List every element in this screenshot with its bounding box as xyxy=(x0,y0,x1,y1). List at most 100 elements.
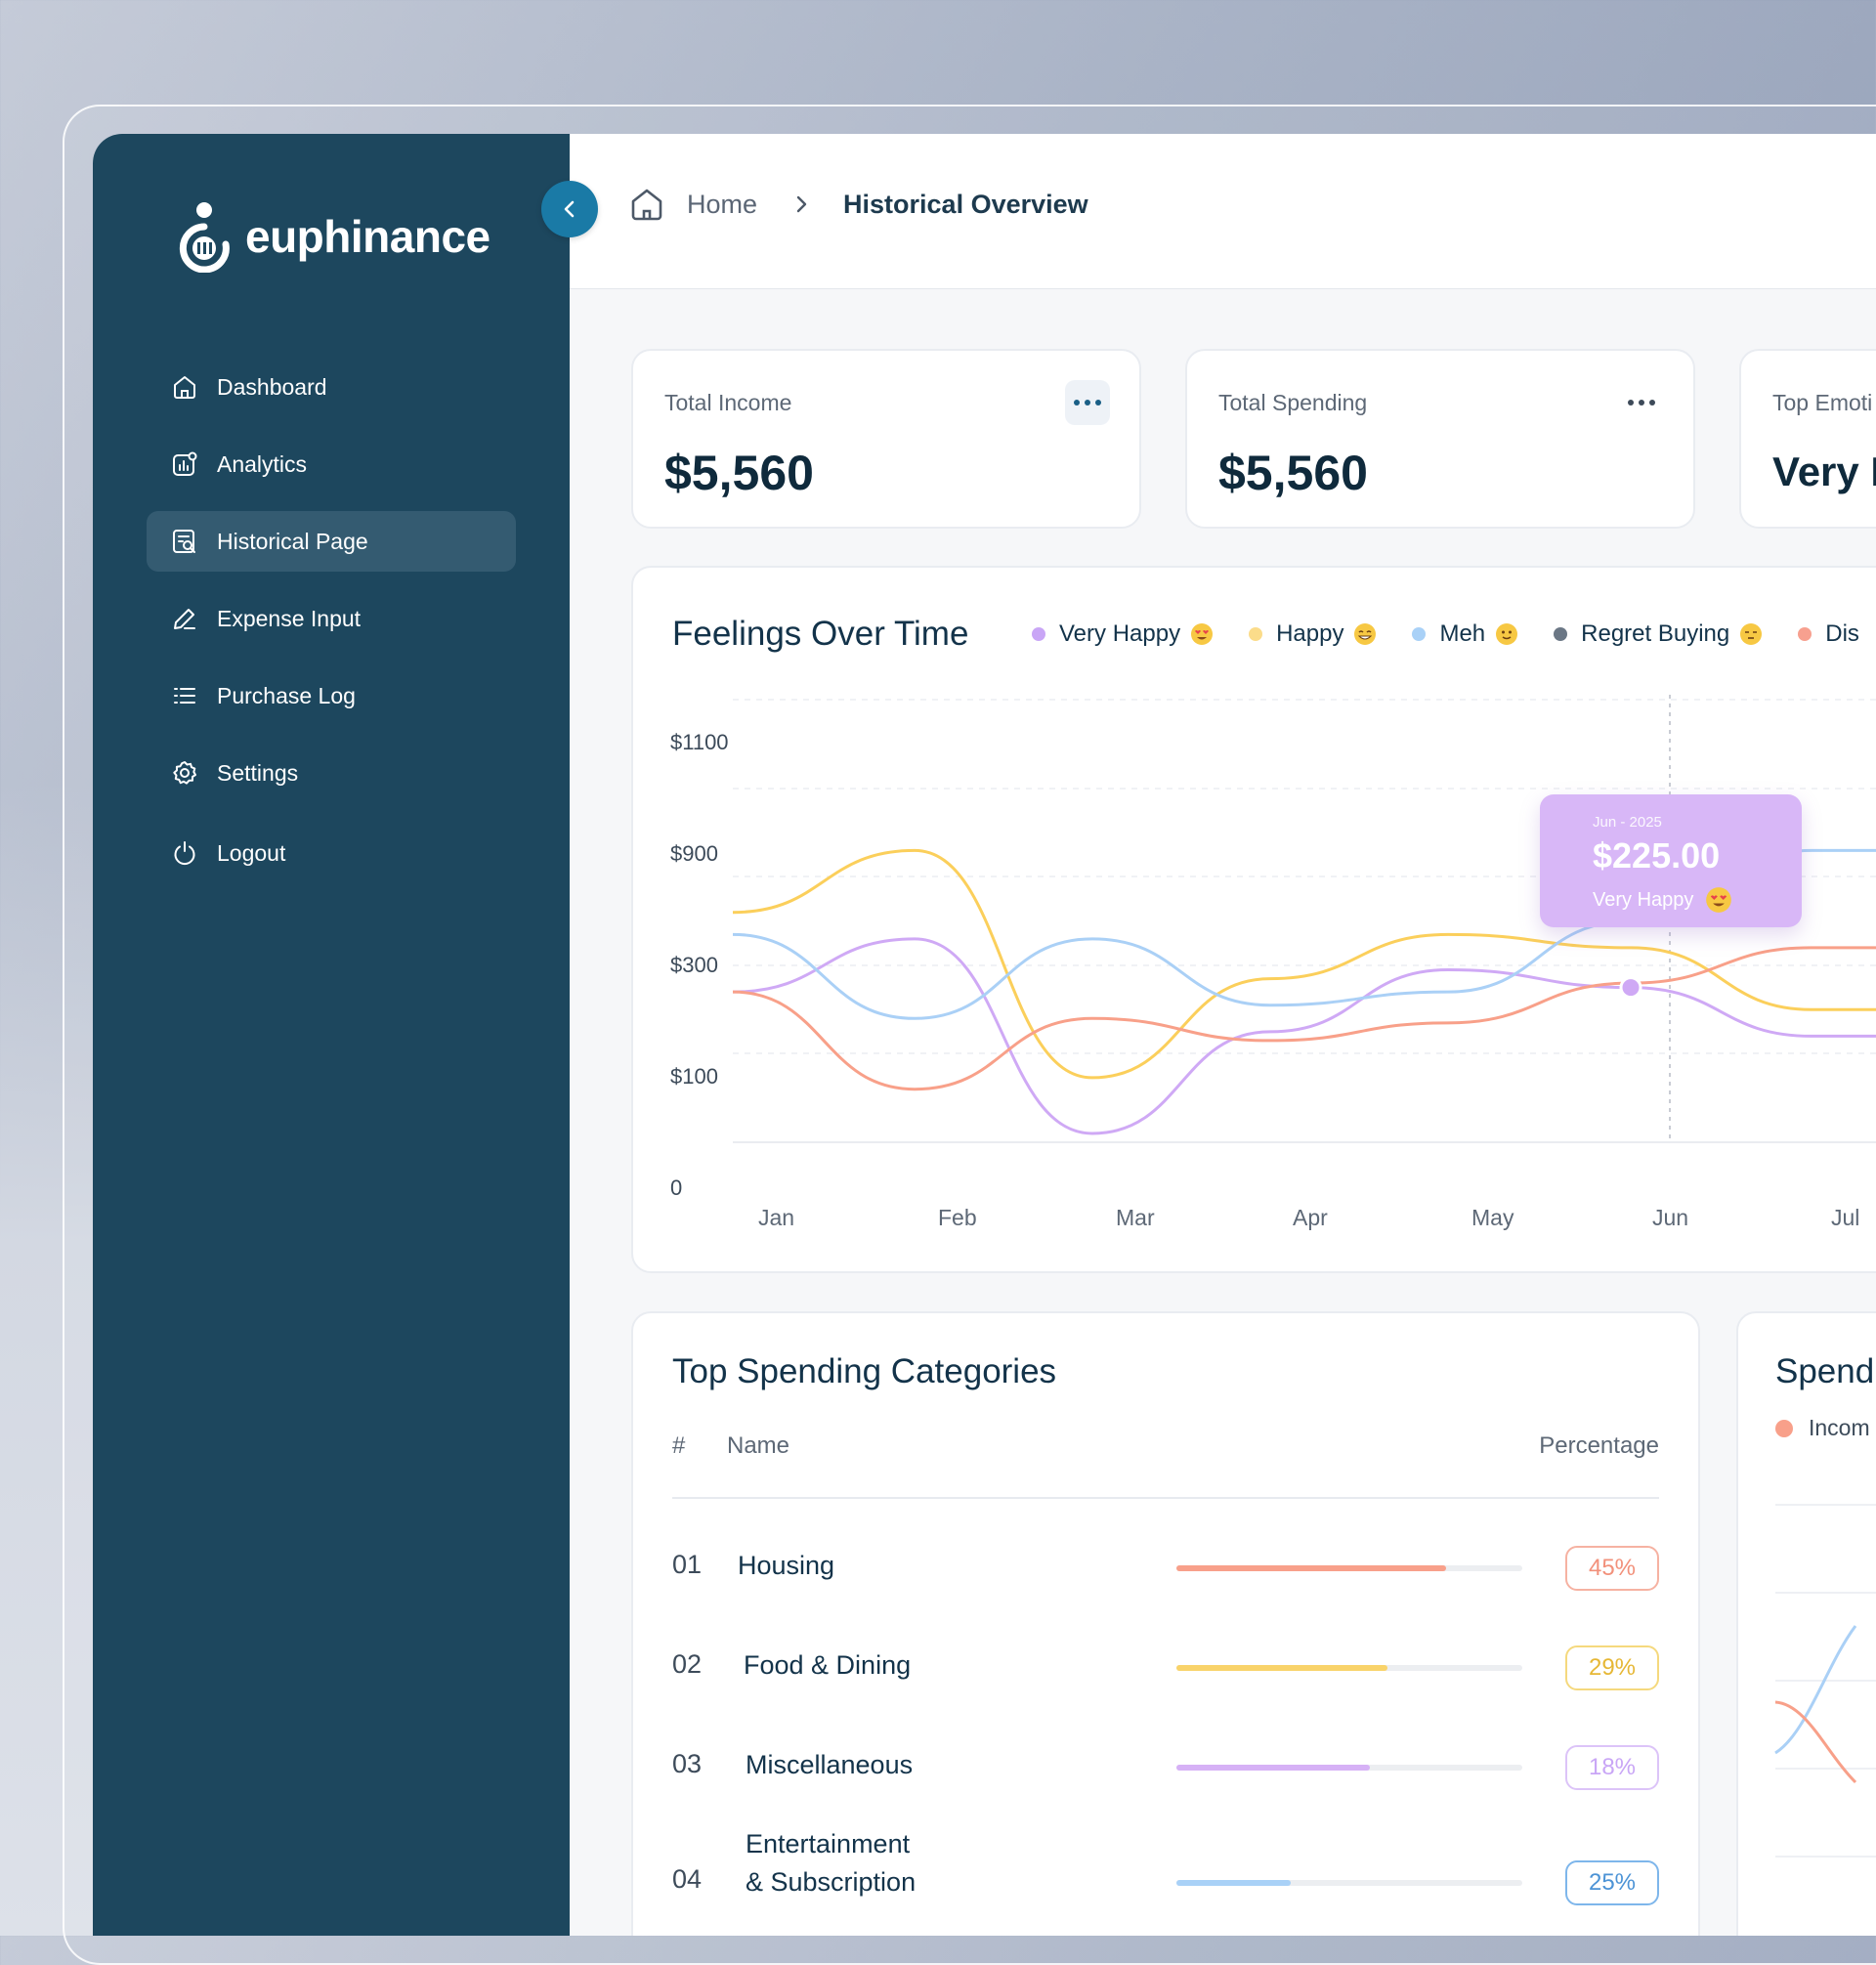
legend-label: Regret Buying xyxy=(1581,620,1730,647)
sidebar-item-label: Historical Page xyxy=(217,528,368,554)
stat-label: Top Emoti xyxy=(1772,390,1873,415)
legend-dot xyxy=(1032,627,1045,641)
legend-label: Dis xyxy=(1825,620,1859,647)
row-name-line-2: & Subscription xyxy=(746,1867,917,1897)
legend-item-meh[interactable]: Meh xyxy=(1412,620,1518,648)
tooltip-date: Jun - 2025 xyxy=(1593,814,1662,831)
sidebar: euphinance Dashboard Analytics Historica… xyxy=(93,134,570,1936)
sidebar-nav: Dashboard Analytics Historical Page Expe… xyxy=(147,357,516,900)
list-icon xyxy=(170,681,199,710)
legend-item-very-happy[interactable]: Very Happy xyxy=(1032,620,1214,648)
table-row[interactable]: 01 Housing 45% xyxy=(633,1532,1698,1610)
feelings-line-chart xyxy=(732,695,1876,1143)
row-number: 01 xyxy=(672,1550,703,1579)
legend-item-regret-buying[interactable]: Regret Buying xyxy=(1554,620,1763,648)
stat-value: $5,560 xyxy=(1218,446,1368,500)
stat-card-top-emotion: Top Emoti Very H xyxy=(1739,349,1876,529)
legend-label: Happy xyxy=(1276,620,1344,647)
row-number: 02 xyxy=(672,1649,703,1679)
chevron-left-icon xyxy=(564,200,575,218)
breadcrumb-home[interactable]: Home xyxy=(687,189,758,219)
brand-logo[interactable]: euphinance xyxy=(177,200,490,273)
heart-eyes-emoji-icon xyxy=(1191,623,1214,645)
progress-bar xyxy=(1176,1565,1522,1571)
table-row[interactable]: 02 Food & Dining 29% xyxy=(633,1632,1698,1710)
x-tick-label: Feb xyxy=(938,1205,977,1230)
more-dots-icon xyxy=(1074,400,1101,406)
sidebar-item-purchase-log[interactable]: Purchase Log xyxy=(147,665,516,726)
series-line-dis xyxy=(732,946,1876,1091)
home-icon xyxy=(170,372,199,402)
series-line-very-happy xyxy=(732,937,1876,1135)
history-icon xyxy=(170,527,199,556)
progress-bar xyxy=(1176,1880,1522,1886)
stat-label: Total Spending xyxy=(1218,390,1368,415)
collapse-sidebar-button[interactable] xyxy=(541,181,598,237)
top-spending-categories-card: Top Spending Categories # Name Percentag… xyxy=(631,1311,1700,1936)
more-dots-icon xyxy=(1628,400,1655,406)
income-series-line xyxy=(1774,1700,1857,1784)
percentage-badge: 25% xyxy=(1565,1860,1659,1905)
progress-bar xyxy=(1176,1665,1522,1671)
section-title: Spend xyxy=(1775,1352,1875,1390)
home-icon[interactable] xyxy=(628,186,665,223)
x-tick-label: Jun xyxy=(1652,1205,1689,1230)
table-row[interactable]: 03 Miscellaneous 18% xyxy=(633,1731,1698,1810)
sidebar-item-logout[interactable]: Logout xyxy=(147,823,516,883)
chart-tooltip: Jun - 2025 $225.00 Very Happy xyxy=(1540,794,1802,927)
sidebar-item-dashboard[interactable]: Dashboard xyxy=(147,357,516,417)
highlight-point[interactable] xyxy=(1619,976,1642,1000)
spending-series-line xyxy=(1774,1625,1857,1755)
progress-bar xyxy=(1176,1765,1522,1771)
stat-card-total-spending: Total Spending $5,560 xyxy=(1185,349,1695,529)
page-title: Historical Overview xyxy=(843,189,1088,219)
chart-legend: Very Happy Happy Meh Regret Buying Dis xyxy=(1032,620,1876,648)
x-tick-label: Jul xyxy=(1831,1205,1860,1230)
logo-icon xyxy=(179,202,230,273)
sidebar-item-label: Logout xyxy=(217,839,286,866)
spending-chart-card: Spend Incom xyxy=(1736,1311,1876,1936)
y-tick-label: $100 xyxy=(670,1064,718,1089)
sidebar-item-label: Purchase Log xyxy=(217,682,356,708)
legend-dot xyxy=(1412,627,1427,641)
x-tick-label: Apr xyxy=(1293,1205,1328,1230)
legend-item-happy[interactable]: Happy xyxy=(1249,620,1377,648)
brand-name: euphinance xyxy=(245,211,490,262)
row-name: Housing xyxy=(738,1551,835,1580)
row-name: Food & Dining xyxy=(744,1650,912,1680)
y-tick-label: $300 xyxy=(670,953,718,977)
progress-fill xyxy=(1176,1880,1291,1886)
column-header-percentage: Percentage xyxy=(1539,1432,1659,1459)
table-row[interactable]: 04 Entertainment & Subscription 25% xyxy=(633,1821,1698,1936)
y-tick-label: 0 xyxy=(670,1175,683,1200)
more-options-button[interactable] xyxy=(1065,380,1110,425)
sidebar-item-expense-input[interactable]: Expense Input xyxy=(147,588,516,649)
more-options-button[interactable] xyxy=(1619,380,1664,425)
legend-item-income[interactable]: Incom xyxy=(1775,1415,1870,1441)
heart-eyes-emoji-icon xyxy=(1706,887,1732,913)
gear-icon xyxy=(170,758,199,788)
tooltip-value: $225.00 xyxy=(1593,835,1721,876)
row-name: Entertainment & Subscription xyxy=(746,1825,916,1901)
legend-item-dis[interactable]: Dis xyxy=(1798,620,1859,648)
table-divider xyxy=(672,1497,1659,1499)
sidebar-item-analytics[interactable]: Analytics xyxy=(147,434,516,494)
chevron-right-icon xyxy=(794,194,810,214)
row-name-line-1: Entertainment xyxy=(746,1829,911,1858)
legend-dot xyxy=(1249,627,1263,641)
section-title: Top Spending Categories xyxy=(672,1352,1057,1390)
breadcrumb: Home Historical Overview xyxy=(628,177,1088,232)
tooltip-mood: Very Happy xyxy=(1593,886,1732,914)
sidebar-item-settings[interactable]: Settings xyxy=(147,743,516,803)
legend-label: Very Happy xyxy=(1059,620,1181,647)
top-bar: Home Historical Overview xyxy=(570,134,1876,289)
percentage-badge: 45% xyxy=(1565,1546,1659,1591)
row-number: 04 xyxy=(672,1864,703,1894)
column-header-num: # xyxy=(672,1432,686,1459)
stat-label: Total Income xyxy=(664,390,792,415)
percentage-badge: 18% xyxy=(1565,1745,1659,1790)
stat-value: $5,560 xyxy=(664,446,814,500)
analytics-icon xyxy=(170,449,199,479)
sidebar-item-historical-page[interactable]: Historical Page xyxy=(147,511,516,572)
sidebar-item-label: Dashboard xyxy=(217,373,327,400)
